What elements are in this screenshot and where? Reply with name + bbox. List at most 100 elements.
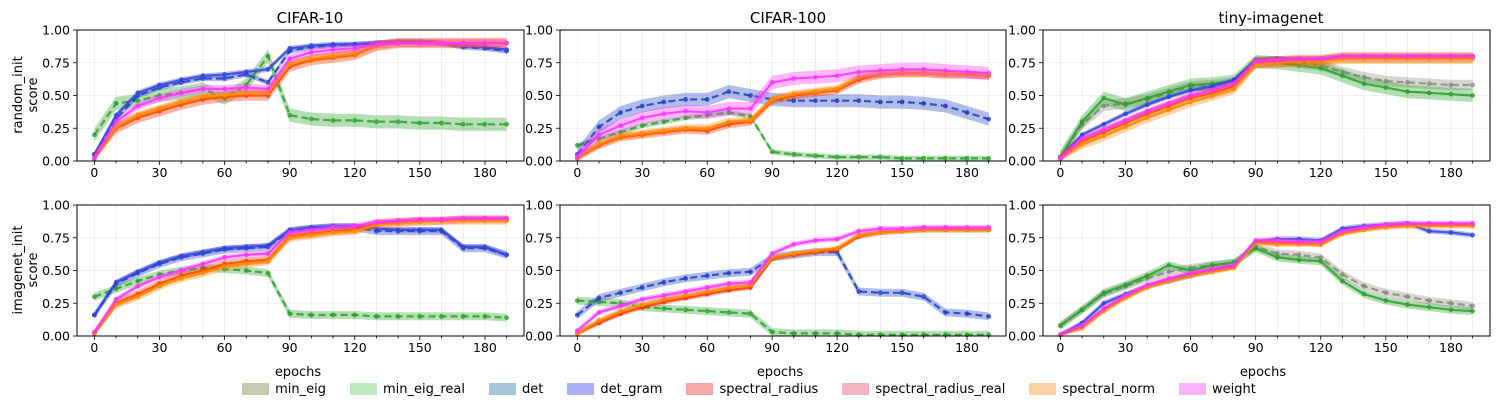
data-point-min_eig [417,314,423,319]
panel-2: 0 30 60 90 120 150 180 0.00 0.25 0.50 0.75 1.00 [525,23,1007,180]
data-point-weight [1318,56,1324,62]
row-label-imagenet-init-line2: score [26,253,41,288]
data-point-weight [748,279,753,285]
data-point-det [726,89,732,94]
data-point-weight [574,154,580,160]
y-tick-label: 0.25 [42,121,70,136]
data-point-min_eig [308,116,314,122]
series-band-min_eig_real [1060,54,1473,161]
data-point-det [639,285,645,290]
data-point-min_eig [92,294,97,300]
data-point-spectral_norm [834,86,840,92]
legend-label-min-eig-real: min_eig_real [383,381,466,397]
legend-label-spectral-radius: spectral_radius [719,381,819,397]
data-point-weight [504,40,509,46]
data-point-weight [1470,53,1475,59]
data-point-min_eig_real [1188,82,1193,88]
y-tick-label: 0.75 [1008,55,1036,70]
legend-swatch-min-eig-real [350,383,377,395]
series-band-min_eig_real [1060,244,1473,330]
x-tick-label: 90 [764,165,780,180]
y-tick-label: 0.50 [42,88,70,103]
data-point-spectral_norm [661,128,667,134]
data-point-min_eig_real [1318,258,1324,264]
data-point-det [596,295,602,301]
panel-5: 0 30 60 90 120 150 180 0.00 0.25 0.50 0.75 1.00 [525,198,1007,355]
data-point-min_eig [834,331,840,336]
x-tick-label: 0 [1056,340,1064,355]
data-point-det [943,103,948,109]
data-point-spectral_norm [200,270,206,276]
x-axis-label-cifar10: epochs [275,365,322,380]
data-point-min_eig [574,142,580,148]
x-tick-label: 120 [825,165,849,180]
data-point-spectral_norm [683,125,688,131]
x-tick-label: 150 [408,340,432,355]
data-point-spectral_norm [178,99,184,105]
chart-panels: 0 30 60 90 120 150 180 0.00 0.25 0.50 0.75 1.00 0 30 6… [42,23,1491,355]
data-point-weight [661,111,667,117]
series-line-spectral_norm [1059,57,1473,160]
series-band-min_eig [94,263,507,322]
y-tick-label: 0.25 [1008,121,1036,136]
data-point-weight [1470,220,1475,226]
row-label-random-init-line2: score [26,78,41,113]
data-point-min_eig [439,314,444,319]
data-point-spectral_norm [813,89,818,94]
data-point-det_gram [460,244,466,250]
data-point-det_gram [265,66,271,72]
data-point-spectral_norm [287,61,293,67]
data-point-det_gram [482,244,488,250]
series-line-tiny_min_eig [1059,245,1473,327]
x-axis-label-tiny-imagenet: epochs [1240,365,1287,380]
data-point-spectral_norm [352,228,358,234]
data-point-spectral_norm [308,56,314,62]
data-point-spectral_norm [704,125,710,131]
series-line-weight [1059,222,1473,336]
data-point-weight [964,224,970,230]
y-tick-label: 1.00 [1008,23,1036,38]
y-tick-label: 0.25 [525,121,553,136]
data-point-min_eig [504,121,509,127]
legend-item-spectral-radius-real: spectral_radius_real [842,382,1005,397]
data-point-weight [1188,270,1193,276]
data-point-det [834,98,840,104]
data-point-weight [856,69,862,75]
legend-label-min-eig: min_eig [275,381,326,397]
data-point-det [748,269,753,275]
data-point-min_eig_real [1166,89,1172,94]
data-point-min_eig_real [1058,323,1063,328]
data-point-weight [791,76,797,81]
data-point-det [964,110,970,115]
data-point-det_gram [92,312,97,318]
panel-4: 0 30 60 90 120 150 180 0.00 0.25 0.50 0.75 1.00 [42,198,525,355]
data-point-min_eig [704,308,710,314]
data-point-det [986,116,992,122]
series-line-det [576,251,989,318]
data-point-det_gram [504,252,509,258]
legend-item-det-gram: det_gram [567,382,662,397]
series-line-det [93,40,507,155]
legend-swatch-spectral-norm [1029,383,1057,395]
y-tick-label: 1.00 [42,23,70,38]
series-band-spectral_radius [1060,222,1473,336]
x-tick-label: 30 [152,165,168,180]
series-line-spectral_norm [93,219,507,335]
data-point-weight [943,224,948,230]
series-band-spectral_norm [577,69,989,161]
data-point-weight [1166,101,1172,106]
data-point-det_gram [1470,232,1475,238]
data-point-min_eig [113,286,119,292]
data-point-det_gram [265,243,271,249]
x-tick-label: 90 [1248,165,1264,180]
series-line-det_gram [93,224,507,316]
data-point-min_eig [726,310,732,315]
y-tick-label: 1.00 [525,198,553,213]
data-point-det_gram [439,227,444,233]
data-point-spectral_norm [265,258,271,264]
data-point-weight [1274,57,1280,63]
x-tick-label: 120 [343,340,367,355]
data-point-det [878,99,883,105]
data-point-det_gram [178,253,184,259]
data-point-min_eig_real [1470,93,1475,98]
